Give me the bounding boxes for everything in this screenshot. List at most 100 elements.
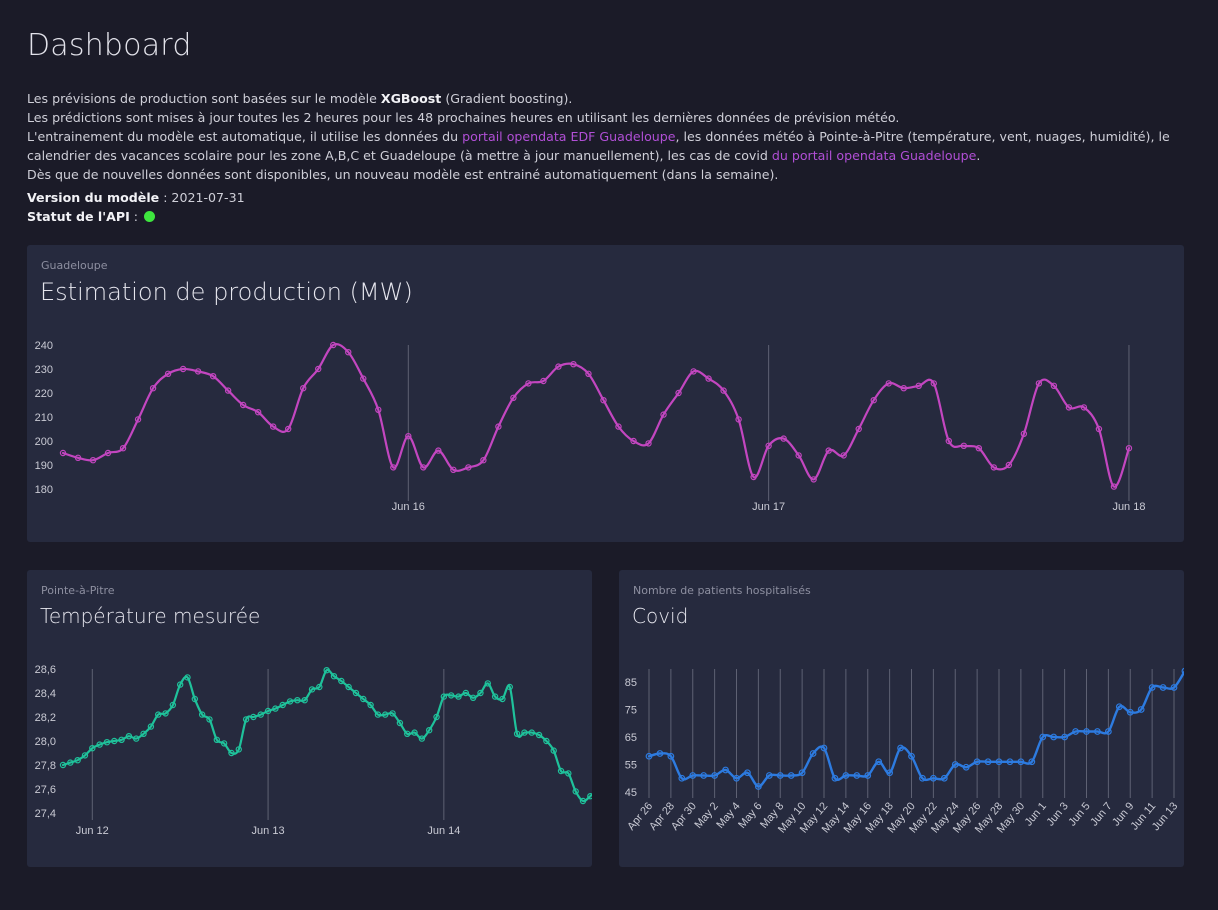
- data-point[interactable]: [125, 732, 133, 740]
- data-point[interactable]: [220, 740, 228, 747]
- data-point[interactable]: [250, 713, 257, 721]
- data-point[interactable]: [973, 758, 981, 766]
- data-point[interactable]: [705, 375, 712, 382]
- data-point[interactable]: [1065, 404, 1073, 411]
- data-point[interactable]: [480, 456, 487, 464]
- data-point[interactable]: [239, 401, 247, 409]
- data-point[interactable]: [345, 683, 352, 691]
- data-point[interactable]: [301, 696, 308, 704]
- data-point[interactable]: [285, 425, 292, 433]
- data-point[interactable]: [1039, 733, 1047, 741]
- data-point[interactable]: [1050, 382, 1058, 389]
- data-point[interactable]: [345, 348, 352, 356]
- data-point[interactable]: [940, 774, 948, 782]
- data-point[interactable]: [254, 408, 262, 416]
- data-point[interactable]: [164, 370, 172, 378]
- data-point[interactable]: [864, 772, 872, 779]
- data-point[interactable]: [194, 368, 202, 375]
- data-point[interactable]: [798, 769, 806, 777]
- data-point[interactable]: [842, 772, 850, 779]
- data-point[interactable]: [579, 797, 587, 805]
- data-point[interactable]: [945, 437, 952, 445]
- data-point[interactable]: [975, 444, 983, 452]
- data-point[interactable]: [711, 772, 719, 779]
- data-point[interactable]: [491, 693, 499, 700]
- data-point[interactable]: [450, 466, 457, 473]
- data-point[interactable]: [162, 710, 169, 717]
- data-point[interactable]: [525, 380, 532, 387]
- data-point[interactable]: [367, 701, 374, 709]
- data-point[interactable]: [1020, 430, 1028, 437]
- data-point[interactable]: [235, 746, 242, 753]
- data-point[interactable]: [1094, 728, 1101, 735]
- data-point[interactable]: [645, 752, 653, 760]
- data-point[interactable]: [1050, 733, 1058, 741]
- data-point[interactable]: [886, 769, 894, 777]
- data-point[interactable]: [228, 749, 235, 757]
- data-point[interactable]: [469, 694, 477, 702]
- data-point[interactable]: [447, 692, 455, 699]
- data-point[interactable]: [615, 423, 622, 430]
- data-point[interactable]: [155, 711, 162, 718]
- data-point[interactable]: [1072, 728, 1079, 735]
- data-point[interactable]: [315, 365, 322, 373]
- data-point[interactable]: [840, 452, 847, 459]
- data-point[interactable]: [900, 384, 907, 392]
- data-point[interactable]: [308, 686, 316, 693]
- data-point[interactable]: [224, 387, 232, 394]
- data-point[interactable]: [510, 394, 517, 401]
- data-point[interactable]: [750, 473, 757, 481]
- data-point[interactable]: [477, 689, 484, 697]
- data-point[interactable]: [810, 476, 817, 483]
- data-point[interactable]: [405, 432, 412, 440]
- data-point[interactable]: [418, 735, 426, 742]
- data-point[interactable]: [119, 444, 127, 452]
- data-point[interactable]: [1159, 684, 1167, 691]
- data-point[interactable]: [1170, 684, 1178, 691]
- data-point[interactable]: [572, 788, 579, 795]
- data-point[interactable]: [375, 406, 382, 413]
- data-point[interactable]: [855, 425, 862, 433]
- data-point[interactable]: [184, 674, 191, 681]
- data-point[interactable]: [960, 442, 968, 449]
- data-point[interactable]: [585, 370, 592, 378]
- data-point[interactable]: [1028, 758, 1036, 766]
- data-point[interactable]: [134, 416, 142, 423]
- data-point[interactable]: [1083, 728, 1090, 735]
- data-point[interactable]: [550, 747, 557, 754]
- data-point[interactable]: [660, 411, 667, 418]
- data-point[interactable]: [765, 772, 773, 779]
- data-point[interactable]: [272, 705, 279, 712]
- data-point[interactable]: [990, 464, 998, 471]
- data-point[interactable]: [1061, 733, 1069, 741]
- data-point[interactable]: [885, 380, 892, 387]
- data-point[interactable]: [96, 741, 103, 748]
- data-point[interactable]: [425, 726, 433, 734]
- data-point[interactable]: [754, 783, 762, 790]
- data-point[interactable]: [809, 750, 817, 757]
- data-point[interactable]: [440, 693, 448, 700]
- data-point[interactable]: [930, 380, 937, 387]
- data-point[interactable]: [1115, 703, 1123, 711]
- data-point[interactable]: [257, 711, 264, 718]
- data-point[interactable]: [104, 449, 112, 457]
- data-point[interactable]: [264, 707, 272, 715]
- data-point[interactable]: [279, 701, 286, 709]
- data-point[interactable]: [1181, 667, 1184, 675]
- data-point[interactable]: [455, 693, 462, 700]
- data-point[interactable]: [587, 793, 592, 800]
- data-point[interactable]: [995, 758, 1003, 766]
- data-point[interactable]: [323, 666, 330, 674]
- data-point[interactable]: [330, 341, 337, 349]
- data-point[interactable]: [1137, 706, 1145, 713]
- data-point[interactable]: [951, 761, 959, 768]
- data-point[interactable]: [176, 681, 184, 688]
- data-point[interactable]: [678, 774, 686, 782]
- data-point[interactable]: [870, 396, 877, 404]
- data-point[interactable]: [543, 737, 550, 745]
- data-point[interactable]: [103, 738, 111, 746]
- data-point[interactable]: [81, 752, 89, 759]
- data-point[interactable]: [382, 711, 389, 718]
- data-point[interactable]: [565, 770, 572, 777]
- data-point[interactable]: [74, 756, 81, 764]
